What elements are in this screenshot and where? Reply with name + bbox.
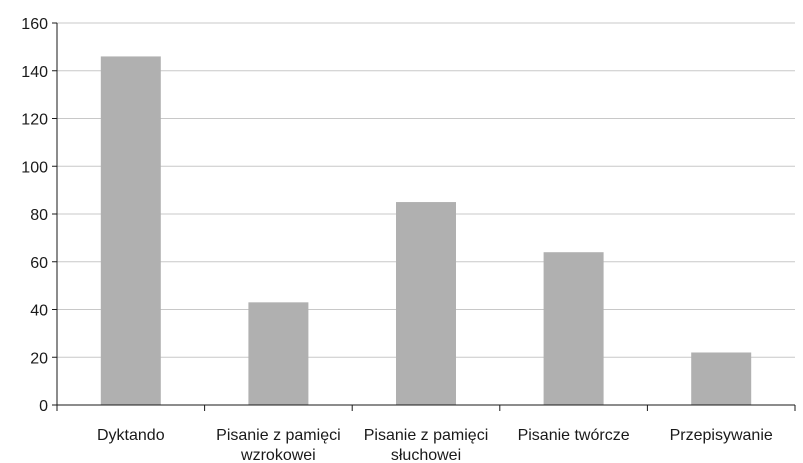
- bars: [100, 56, 752, 406]
- x-category-labels: Dyktando Pisanie z pamięci wzrokowei Pisani…: [56, 405, 796, 463]
- y-tick-label: 140: [21, 64, 48, 81]
- x-category-label: Pisanie twórcze: [518, 427, 630, 444]
- x-category-label: Pisanie z pamięci: [216, 427, 341, 444]
- y-tick-label: 160: [21, 16, 48, 33]
- bar: [100, 56, 161, 406]
- x-category-label: Pisanie z pamięci: [364, 427, 489, 444]
- y-tick-label: 120: [21, 112, 48, 129]
- y-tick-label: 20: [30, 350, 48, 367]
- y-tick-label: 60: [30, 255, 48, 272]
- bar: [543, 252, 604, 405]
- bar: [396, 202, 456, 405]
- x-category-label: Przepisywanie: [670, 427, 773, 444]
- y-tick-labels: 0 20 40 60 80 100 120 140 160: [21, 16, 57, 415]
- x-category-label: Dyktando: [97, 427, 165, 444]
- x-category-label: wzrokowei: [240, 447, 316, 463]
- bar: [691, 352, 752, 405]
- x-category-label: słuchowei: [391, 447, 461, 463]
- y-tick-label: 100: [21, 159, 48, 176]
- y-tick-label: 40: [30, 303, 48, 320]
- bar: [248, 302, 309, 405]
- y-tick-label: 80: [30, 207, 48, 224]
- y-tick-label: 0: [39, 398, 48, 415]
